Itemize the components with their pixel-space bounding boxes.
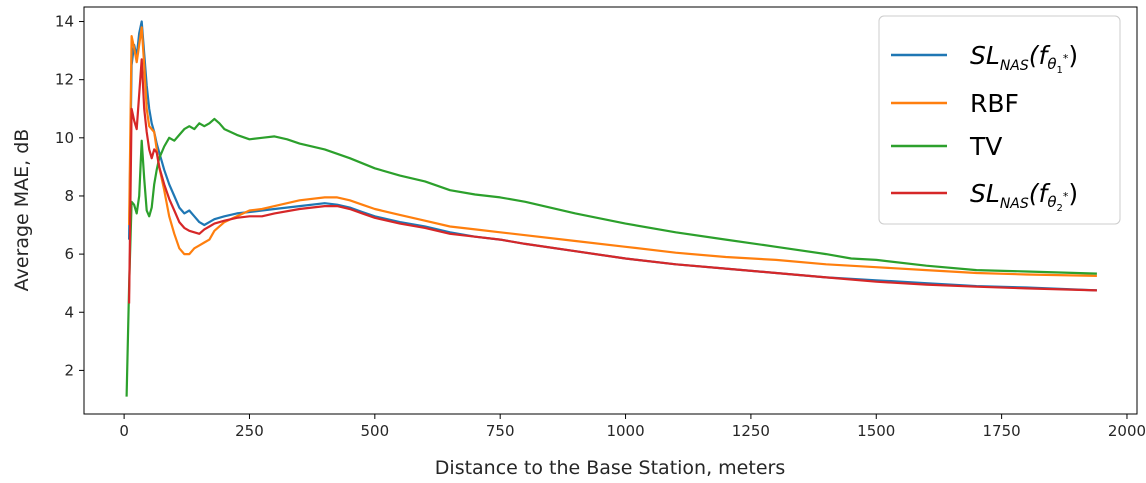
- legend-entry-3: TV: [969, 132, 1002, 161]
- y-axis-label: Average MAE, dB: [11, 129, 33, 292]
- series-line-2: [128, 26, 1097, 277]
- x-tick-label: 1250: [732, 422, 770, 440]
- legend-entry-4: SLNAS(fθ2*): [970, 179, 1078, 214]
- legend-frame: [878, 15, 1121, 225]
- x-axis-ticks: 0 250 500 750 1000 1250 1500 1750 2000: [119, 414, 1146, 440]
- series-layer: [125, 20, 1097, 397]
- legend: SLNAS(fθ1*) RBF TV SLNAS(fθ2*): [878, 15, 1121, 225]
- series-line-4: [128, 58, 1097, 304]
- y-tick-label: 4: [64, 303, 74, 321]
- x-tick-label: 750: [486, 422, 515, 440]
- legend-items: SLNAS(fθ1*) RBF TV SLNAS(fθ2*): [891, 41, 1078, 214]
- legend-entry-2: RBF: [970, 89, 1019, 118]
- legend-entry-1: SLNAS(fθ1*): [970, 41, 1078, 76]
- y-tick-label: 10: [55, 129, 74, 147]
- y-tick-label: 14: [55, 13, 74, 31]
- x-axis-label: Distance to the Base Station, meters: [435, 457, 785, 479]
- x-tick-label: 0: [119, 422, 129, 440]
- x-tick-label: 1000: [606, 422, 644, 440]
- y-tick-label: 12: [55, 71, 74, 89]
- x-tick-label: 2000: [1108, 422, 1146, 440]
- plot-frame: [83, 6, 1138, 415]
- x-tick-label: 250: [235, 422, 264, 440]
- x-tick-label: 500: [361, 422, 390, 440]
- y-tick-label: 8: [64, 187, 74, 205]
- x-tick-label: 1500: [857, 422, 895, 440]
- y-axis-ticks: 2 4 6 8 10 12 14: [55, 13, 84, 379]
- x-tick-label: 1750: [983, 422, 1021, 440]
- series-line-3: [125, 117, 1097, 397]
- y-tick-label: 2: [64, 361, 74, 379]
- y-tick-label: 6: [64, 245, 74, 263]
